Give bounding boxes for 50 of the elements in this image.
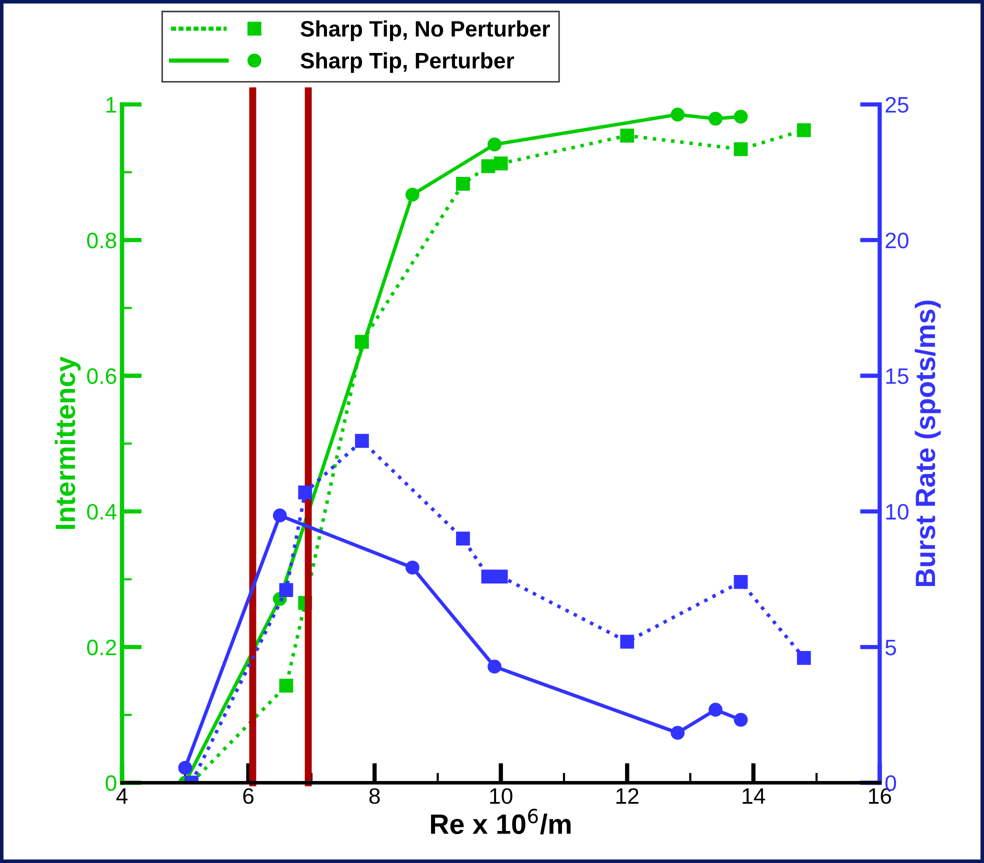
point [178, 760, 192, 775]
y2-tick-label: 10 [886, 504, 908, 520]
point [734, 142, 748, 156]
y2-tick-label: 5 [885, 640, 896, 656]
legend-label: Sharp Tip, No Perturber [300, 20, 550, 42]
point [298, 485, 312, 500]
point [488, 138, 502, 152]
y2-axis-title: Burst Rate (spots/ms) [914, 300, 941, 586]
y2-tick-label: 15 [886, 368, 908, 384]
point [620, 634, 634, 649]
y-tick-label: 1 [106, 97, 116, 112]
x-tick-label: 10 [490, 788, 512, 804]
y2-tick-label: 25 [886, 96, 908, 113]
point [734, 110, 748, 124]
point [279, 583, 294, 598]
y-axis-title: Intermittency [54, 356, 81, 529]
point [670, 726, 685, 740]
point [494, 156, 508, 170]
x-tick-label: 14 [742, 788, 766, 804]
y-tick-label: 0.4 [87, 504, 117, 520]
y-tick-label: 0 [106, 775, 116, 792]
x-tick-label: 8 [369, 788, 380, 804]
y-tick-label: 0.2 [87, 640, 116, 656]
x-tick-label: 4 [116, 788, 128, 804]
x-tick-label: 6 [243, 788, 254, 804]
point [620, 128, 634, 143]
point [456, 532, 470, 546]
point [488, 660, 502, 674]
y2-tick-label: 20 [886, 232, 908, 248]
point [494, 570, 508, 584]
point [456, 176, 470, 191]
y-tick-label: 0.8 [87, 232, 116, 248]
point [796, 650, 811, 665]
point [355, 434, 369, 448]
x-tick-label: 12 [616, 788, 638, 804]
point [272, 508, 287, 522]
legend-label: Sharp Tip, Perturber [300, 52, 514, 73]
point [708, 702, 722, 717]
point [481, 570, 496, 584]
x-axis-title: Re x 10$^{6}$/m [431, 808, 571, 834]
point [734, 575, 748, 589]
point [734, 712, 748, 727]
point [708, 112, 722, 126]
point [279, 678, 294, 693]
point [796, 123, 811, 138]
point [670, 108, 685, 122]
point [481, 159, 496, 174]
y-tick-label: 0.6 [87, 368, 116, 384]
point [406, 188, 420, 202]
point [406, 560, 420, 575]
